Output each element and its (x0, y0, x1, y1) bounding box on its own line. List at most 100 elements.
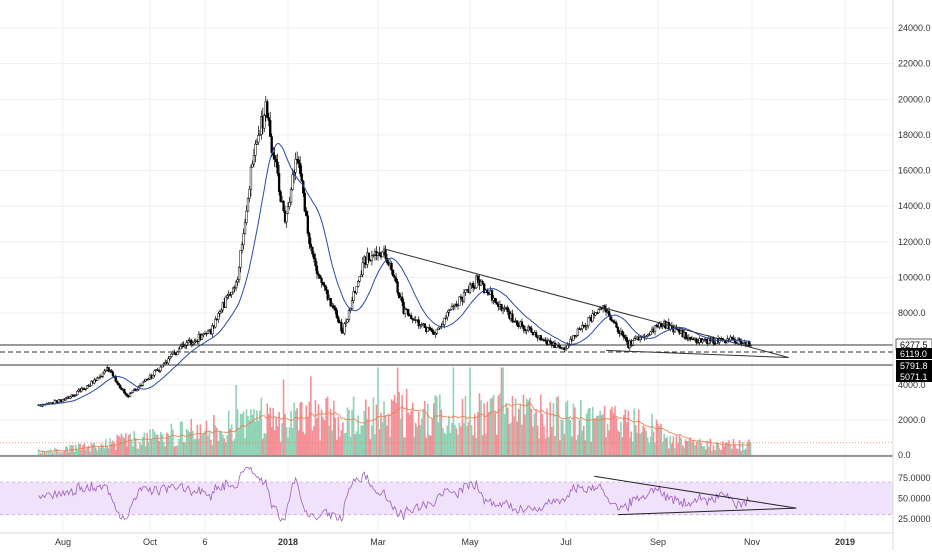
volume-bar (342, 422, 344, 455)
volume-bar (574, 407, 576, 455)
volume-bar (658, 425, 661, 455)
volume-bar (119, 437, 121, 455)
volume-bar (538, 438, 541, 455)
volume-bar (563, 433, 566, 455)
candle-body (254, 143, 257, 156)
volume-bar (475, 437, 478, 455)
volume-bar (214, 425, 217, 455)
volume-bar (143, 432, 146, 455)
volume-bar (626, 422, 628, 455)
volume-bar (732, 439, 735, 455)
candle-body (114, 376, 117, 382)
volume-bar (489, 398, 492, 455)
volume-bar (720, 450, 722, 455)
volume-bar (90, 442, 93, 455)
x-tick-label: May (461, 537, 479, 547)
volume-bar (425, 437, 428, 455)
volume-bar (144, 446, 147, 455)
volume-bar (611, 406, 613, 455)
candle-body (712, 337, 715, 344)
volume-bar (745, 448, 747, 455)
volume-bar (288, 427, 291, 455)
volume-bar (449, 432, 452, 455)
rsi-trendline[interactable] (594, 475, 797, 509)
y-tick-label: 22000.0 (898, 59, 931, 69)
volume-bar (502, 367, 504, 455)
volume-bar (746, 441, 749, 455)
volume-bar (495, 434, 498, 455)
candle-body (294, 158, 297, 173)
volume-bar (368, 406, 370, 455)
volume-bar (731, 448, 733, 455)
candle-body (335, 310, 338, 318)
candle-body (564, 348, 568, 351)
candle-body (84, 387, 87, 390)
volume-bar (340, 430, 343, 455)
volume-bar (615, 417, 618, 455)
volume-bar (740, 450, 743, 455)
candle-body (684, 332, 687, 339)
volume-bar (488, 412, 490, 455)
candle-body (252, 155, 256, 165)
candle-body (289, 189, 293, 203)
volume-bar (585, 413, 588, 455)
candle-body (390, 263, 393, 271)
volume-bar (62, 452, 64, 455)
volume-bar (609, 409, 612, 455)
candle-body (549, 340, 552, 343)
volume-bar (375, 404, 378, 455)
x-tick-label: 2018 (278, 537, 298, 547)
candle-body (622, 334, 626, 338)
rsi-trendline[interactable] (617, 507, 797, 516)
candle-body (361, 262, 364, 275)
volume-bar (296, 408, 298, 455)
volume-bar (313, 425, 315, 455)
volume-bar (137, 448, 140, 455)
volume-bar (320, 409, 323, 455)
candle-body (494, 297, 497, 303)
volume-bar (701, 446, 704, 455)
price-trendline[interactable] (383, 248, 789, 359)
volume-bar (307, 416, 309, 455)
volume-bar (322, 417, 324, 455)
volume-bar (551, 427, 553, 455)
volume-bar (253, 409, 255, 455)
volume-bar (486, 401, 489, 455)
price-pane (37, 95, 789, 408)
candle-body (315, 265, 319, 275)
volume-bar (269, 407, 272, 455)
candle-body (103, 370, 106, 374)
volume-bar (419, 425, 422, 455)
candle-body (236, 279, 239, 283)
candle-body (126, 394, 129, 397)
candle-body (230, 291, 233, 295)
candle-body (649, 331, 652, 336)
candle-body (639, 336, 642, 341)
candle-body (245, 210, 248, 224)
candle-body (305, 210, 308, 217)
price-trendline[interactable] (606, 349, 789, 359)
candle-body (64, 398, 68, 401)
candle-body (396, 281, 399, 293)
volume-bar (331, 430, 334, 455)
candle-body (312, 253, 316, 259)
volume-bar (612, 413, 615, 455)
volume-bar (642, 425, 644, 455)
volume-bar (748, 439, 750, 455)
candle-body (402, 301, 405, 314)
volume-bar (393, 395, 396, 455)
candle-body (131, 390, 135, 393)
volume-bar (326, 396, 329, 455)
volume-bar (654, 442, 656, 455)
volume-bar (401, 394, 403, 455)
volume-bar (181, 421, 183, 455)
volume-bar (266, 403, 269, 455)
candle-body (240, 244, 244, 251)
x-tick-label: Sep (650, 537, 666, 547)
candle-body (117, 382, 120, 386)
candle-body (202, 333, 205, 336)
volume-bar (735, 448, 738, 455)
volume-bar (188, 432, 191, 455)
